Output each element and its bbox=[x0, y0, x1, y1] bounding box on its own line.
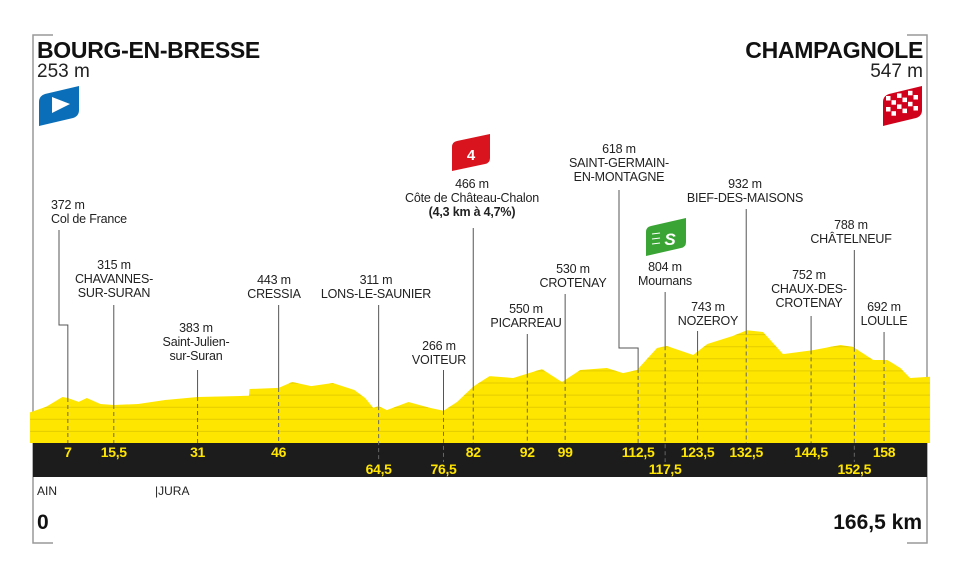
place-label: 932 m BIEF-DES-MAISONS bbox=[686, 177, 804, 205]
sprint-symbol: S bbox=[664, 230, 676, 249]
finish-city: CHAMPAGNOLE bbox=[745, 37, 923, 63]
checker-square bbox=[908, 101, 913, 107]
km-end: 166,5 km bbox=[833, 511, 922, 534]
km-tick-label: 31 bbox=[190, 444, 206, 460]
km-tick-label: 64,5 bbox=[365, 461, 392, 477]
climb-category: 4 bbox=[467, 147, 476, 164]
sprint-badge-icon bbox=[646, 218, 686, 256]
climb-label: 466 m Côte de Château-Chalon (4,3 km à 4,7… bbox=[405, 177, 539, 219]
place-label: 752 m CHAUX-DES- CROTENAY bbox=[771, 268, 847, 310]
km-start: 0 bbox=[37, 511, 49, 534]
leader-line bbox=[618, 190, 639, 369]
place-label: 550 m PICARREAU bbox=[490, 302, 562, 330]
km-tick-label: 15,5 bbox=[100, 444, 127, 460]
km-tick-label: 144,5 bbox=[794, 444, 828, 460]
km-tick-label: 123,5 bbox=[680, 444, 715, 460]
checker-square bbox=[897, 104, 902, 109]
place-label: 743 m NOZEROY bbox=[677, 300, 739, 328]
km-tick-label: 117,5 bbox=[648, 461, 682, 477]
km-tick-label: 152,5 bbox=[837, 461, 872, 477]
start-altitude: 253 m bbox=[37, 61, 90, 82]
checker-square bbox=[913, 106, 918, 111]
speed-line bbox=[651, 242, 661, 245]
speed-line bbox=[651, 237, 661, 240]
climb-cat-badge-icon bbox=[452, 134, 490, 171]
km-tick-label: 132,5 bbox=[729, 444, 763, 460]
checker-square bbox=[897, 93, 902, 98]
km-tick-label: 92 bbox=[519, 444, 535, 460]
leader-line bbox=[58, 230, 69, 398]
km-tick-label: 99 bbox=[557, 444, 573, 460]
checker-square bbox=[891, 111, 896, 116]
checker-square bbox=[902, 108, 907, 114]
play-icon bbox=[52, 97, 70, 113]
place-label: 311 m LONS-LE-SAUNIER bbox=[320, 273, 432, 301]
km-tick-label: 7 bbox=[64, 444, 72, 460]
finish-altitude: 547 m bbox=[870, 61, 923, 82]
region-ain: AIN bbox=[37, 484, 58, 498]
place-label: 266 m VOITEUR bbox=[411, 339, 467, 367]
place-label: 443 m CRESSIA bbox=[247, 273, 301, 301]
sprint-label: 804 m Mournans bbox=[638, 260, 692, 288]
checker-square bbox=[886, 107, 891, 112]
place-label: 383 m Saint-Julien-sur-Suran bbox=[162, 321, 230, 363]
km-tick-label: 112,5 bbox=[621, 444, 655, 460]
km-tick-label: 76,5 bbox=[430, 461, 457, 477]
checker-square bbox=[886, 96, 891, 101]
km-band bbox=[33, 443, 927, 477]
place-label: 315 m CHAVANNES- SUR-SURAN bbox=[74, 258, 154, 300]
region-jura: |JURA bbox=[155, 484, 190, 498]
frame-left bbox=[32, 34, 53, 544]
place-label: 692 m LOULLE bbox=[860, 300, 908, 328]
km-tick-label: 46 bbox=[271, 444, 287, 460]
place-label: 372 m Col de France bbox=[51, 198, 127, 226]
speed-line bbox=[651, 232, 661, 235]
km-tick-label: 158 bbox=[872, 444, 896, 460]
place-label: 530 m CROTENAY bbox=[539, 262, 607, 290]
checker-square bbox=[891, 100, 896, 105]
frame-right bbox=[907, 34, 928, 544]
start-city: BOURG-EN-BRESSE bbox=[37, 37, 260, 63]
checker-square bbox=[902, 97, 907, 103]
place-label: 788 m CHÂTELNEUF bbox=[810, 218, 892, 246]
finish-flag-icon bbox=[883, 86, 922, 126]
checker-square bbox=[913, 95, 918, 100]
km-tick-label: 82 bbox=[465, 444, 481, 460]
place-label: 618 m SAINT-GERMAIN- EN-MONTAGNE bbox=[569, 142, 669, 184]
checker-square bbox=[908, 90, 913, 96]
